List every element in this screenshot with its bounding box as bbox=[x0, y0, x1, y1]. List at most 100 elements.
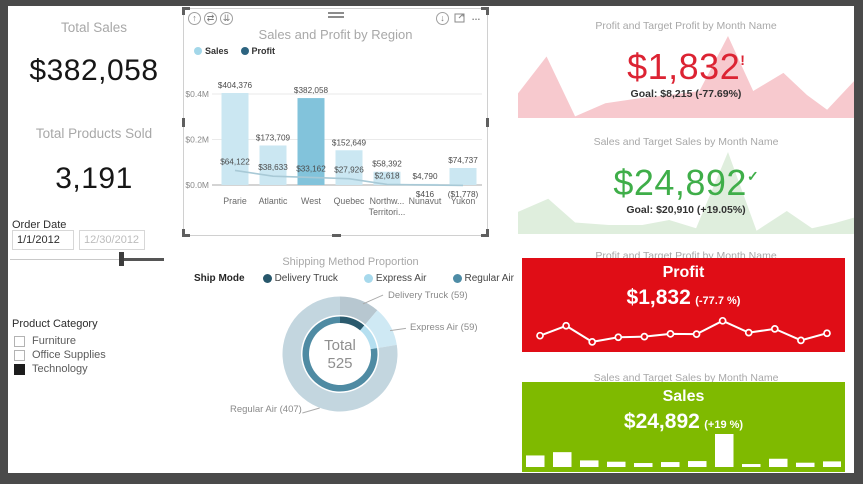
callout-delivery-truck: Delivery Truck (59) bbox=[388, 290, 468, 301]
kpi-profit-title: Profit and Target Profit by Month Name bbox=[595, 20, 777, 32]
kpi-sales-visual[interactable]: Sales and Target Sales by Month Name $24… bbox=[518, 130, 854, 242]
legend-dot-icon bbox=[262, 274, 272, 283]
svg-text:$33,162: $33,162 bbox=[296, 164, 326, 173]
selection-handle-left[interactable] bbox=[182, 118, 185, 127]
card-profit-visual[interactable]: Profit $1,832 (-77.7 %) bbox=[522, 258, 845, 352]
kpi-sales-indicator-icon: ✓ bbox=[746, 168, 759, 184]
svg-text:West: West bbox=[301, 196, 321, 206]
product-category-list: Furniture Office Supplies Technology bbox=[14, 334, 106, 376]
category-option[interactable]: Furniture bbox=[14, 334, 106, 348]
kpi-profit-indicator-icon: ! bbox=[740, 52, 745, 68]
kpi-sales-value-row: $24,892✓ bbox=[518, 162, 854, 204]
selection-corner-bottom-left[interactable] bbox=[182, 229, 190, 237]
card-sales-heading: Sales bbox=[662, 388, 705, 405]
card-profit-value: $1,832 bbox=[626, 286, 691, 309]
ship-mode-legend-title: Ship Mode bbox=[194, 273, 245, 284]
region-chart-title: Sales and Profit by Region bbox=[258, 27, 413, 42]
category-option[interactable]: Office Supplies bbox=[14, 348, 106, 362]
svg-text:($1,778): ($1,778) bbox=[448, 190, 479, 199]
svg-text:$0.2M: $0.2M bbox=[185, 135, 209, 145]
svg-text:525: 525 bbox=[327, 355, 352, 372]
checkbox-unchecked-icon[interactable] bbox=[14, 335, 25, 347]
left-panel: Total Sales $382,058 Total Products Sold… bbox=[8, 6, 180, 473]
legend-label: Regular Air bbox=[464, 273, 514, 284]
card-sales-mini-bars bbox=[526, 434, 841, 467]
legend-label: Express Air bbox=[375, 273, 427, 284]
callout-express-air: Express Air (59) bbox=[410, 322, 478, 333]
legend-dot-icon bbox=[240, 47, 249, 55]
ship-mode-legend-items: Delivery Truck Express Air Regular Air bbox=[262, 273, 540, 284]
svg-text:Nunavut: Nunavut bbox=[409, 196, 442, 206]
svg-text:$0.4M: $0.4M bbox=[185, 89, 209, 99]
category-option-label: Technology bbox=[32, 363, 88, 375]
svg-text:$404,376: $404,376 bbox=[218, 81, 253, 90]
visual-header-left-icons: ↑ ⇄ ⇊ bbox=[188, 12, 233, 25]
selection-corner-top-right[interactable] bbox=[481, 7, 489, 15]
kpi-sales-value: $24,892 bbox=[613, 162, 747, 203]
svg-text:Quebec: Quebec bbox=[334, 196, 365, 206]
selection-handle-bottom[interactable] bbox=[331, 234, 341, 237]
total-products-value: 3,191 bbox=[55, 162, 133, 195]
checkbox-checked-icon[interactable] bbox=[14, 363, 25, 375]
visual-header-right-icons: ↓ … bbox=[436, 12, 483, 25]
selection-handle-right[interactable] bbox=[486, 118, 489, 127]
drag-handle-icon[interactable] bbox=[327, 12, 344, 20]
drill-up-icon[interactable]: ↑ bbox=[188, 12, 201, 25]
card-sales-value-row: $24,892 (+19 %) bbox=[522, 410, 845, 434]
legend-item-profit[interactable]: Profit bbox=[240, 46, 276, 56]
expand-all-levels-icon[interactable]: ⇊ bbox=[220, 12, 233, 25]
date-slider-track-left[interactable] bbox=[10, 259, 122, 260]
region-chart-plot[interactable]: $0.0M $0.2M $0.4M $404,376 $173,709 $382,058 $… bbox=[184, 57, 487, 235]
donut-chart-title: Shipping Method Proportion bbox=[282, 256, 419, 268]
category-option[interactable]: Technology bbox=[14, 362, 106, 376]
ship-mode-legend[interactable]: Ship Mode Delivery Truck Express Air Regul… bbox=[194, 273, 540, 284]
svg-text:$27,926: $27,926 bbox=[334, 166, 364, 175]
date-slider-track-right[interactable] bbox=[122, 258, 164, 261]
product-category-label: Product Category bbox=[12, 318, 98, 330]
kpi-sales-goal: Goal: $20,910 (+19.05%) bbox=[626, 204, 746, 216]
card-profit-sparkline bbox=[536, 316, 831, 346]
selection-corner-bottom-right[interactable] bbox=[481, 229, 489, 237]
svg-text:Atlantic: Atlantic bbox=[259, 196, 288, 206]
kpi-profit-value-row: $1,832! bbox=[518, 46, 854, 88]
svg-text:$38,633: $38,633 bbox=[258, 163, 288, 172]
ship-legend-item[interactable]: Express Air bbox=[363, 273, 427, 284]
order-date-start-input[interactable] bbox=[12, 230, 74, 250]
more-options-icon[interactable]: … bbox=[469, 12, 483, 25]
drill-swap-icon[interactable]: ⇄ bbox=[204, 12, 217, 25]
card-sales-delta: (+19 %) bbox=[704, 419, 744, 431]
region-chart-legend[interactable]: Sales Profit bbox=[194, 46, 275, 56]
category-option-label: Furniture bbox=[32, 335, 77, 347]
ship-legend-item[interactable]: Delivery Truck bbox=[262, 273, 338, 284]
checkbox-unchecked-icon[interactable] bbox=[14, 349, 25, 361]
drill-down-icon[interactable]: ↓ bbox=[436, 12, 449, 25]
card-profit-value-row: $1,832 (-77.7 %) bbox=[522, 286, 845, 310]
ship-legend-item[interactable]: Regular Air bbox=[452, 273, 514, 284]
focus-mode-icon[interactable] bbox=[452, 12, 466, 25]
svg-text:$173,709: $173,709 bbox=[256, 133, 291, 142]
kpi-profit-value: $1,832 bbox=[627, 46, 741, 87]
region-chart-visual[interactable]: ↑ ⇄ ⇊ ↓ … Sales and Profit by Region Sal… bbox=[182, 7, 489, 237]
order-date-end-input[interactable] bbox=[79, 230, 145, 250]
right-column: Profit and Target Profit by Month Name $… bbox=[518, 6, 854, 473]
svg-text:$58,392: $58,392 bbox=[372, 160, 402, 169]
svg-text:$4,790: $4,790 bbox=[412, 172, 437, 181]
kpi-profit-visual[interactable]: Profit and Target Profit by Month Name $… bbox=[518, 14, 854, 126]
legend-item-sales[interactable]: Sales bbox=[194, 46, 229, 56]
total-products-label: Total Products Sold bbox=[35, 126, 153, 141]
svg-text:Total: Total bbox=[324, 337, 356, 354]
selection-corner-top-left[interactable] bbox=[182, 7, 190, 15]
kpi-profit-area-chart bbox=[518, 36, 854, 118]
svg-text:$382,058: $382,058 bbox=[294, 86, 329, 95]
svg-text:$0.0M: $0.0M bbox=[185, 180, 209, 190]
card-sales-visual[interactable]: Sales $24,892 (+19 %) bbox=[522, 382, 845, 472]
legend-label: Sales bbox=[205, 46, 229, 56]
date-slider-handle[interactable] bbox=[119, 252, 124, 266]
svg-text:$64,122: $64,122 bbox=[220, 157, 250, 166]
legend-label: Profit bbox=[251, 46, 276, 56]
order-date-label: Order Date bbox=[12, 219, 67, 231]
category-option-label: Office Supplies bbox=[32, 349, 106, 361]
svg-text:$416: $416 bbox=[416, 190, 435, 199]
